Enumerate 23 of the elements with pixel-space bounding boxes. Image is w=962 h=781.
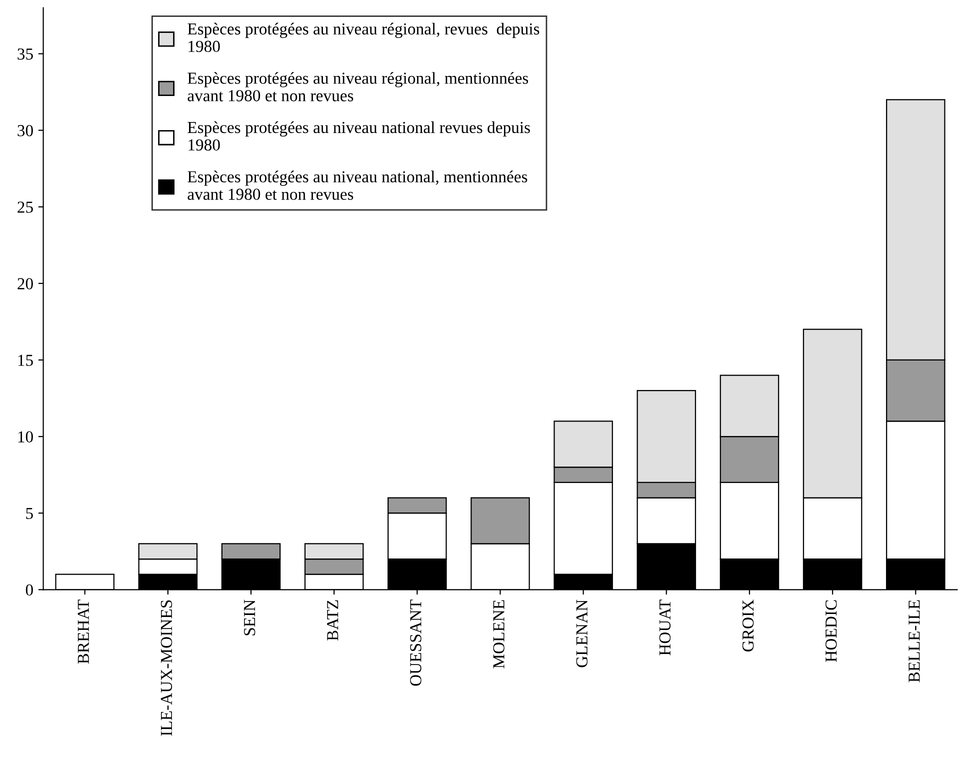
x-tick-label: BATZ [327, 600, 338, 641]
legend-label: Espèces protégées au niveau régional, mentionnées avant 1980 et non revues [188, 72, 528, 102]
x-tick-label: ILE-AUX-MOINES [160, 600, 172, 736]
x-tick-label: GLENAN [576, 600, 588, 668]
x-tick-label: HOEDIC [826, 600, 837, 662]
legend-label: Espèces protégées au niveau national revues depuis 1980 [188, 121, 530, 151]
y-tick-label: 30 [18, 125, 33, 136]
y-tick-label: 10 [18, 431, 33, 442]
legend-label: Espèces protégées au niveau régional, revues depuis 1980 [188, 22, 540, 52]
legend-label: Espèces protégées au niveau national, mentionnées avant 1980 et non revues [188, 170, 528, 200]
y-tick-label: 15 [18, 354, 33, 366]
x-tick-label: BREHAT [78, 600, 89, 664]
y-tick-label: 20 [18, 278, 33, 290]
y-tick-label: 35 [18, 48, 33, 60]
x-tick-label: GROIX [742, 600, 754, 652]
x-tick-label: BELLE-ILE [908, 600, 920, 682]
x-tick-label: SEIN [244, 600, 256, 636]
x-tick-label: MOLENE [493, 600, 504, 668]
x-tick-label: HOUAT [659, 600, 671, 656]
y-tick-label: 25 [18, 202, 33, 213]
y-tick-label: 5 [26, 508, 33, 520]
x-tick-label: OUESSANT [410, 600, 422, 686]
y-tick-label: 0 [26, 584, 33, 596]
